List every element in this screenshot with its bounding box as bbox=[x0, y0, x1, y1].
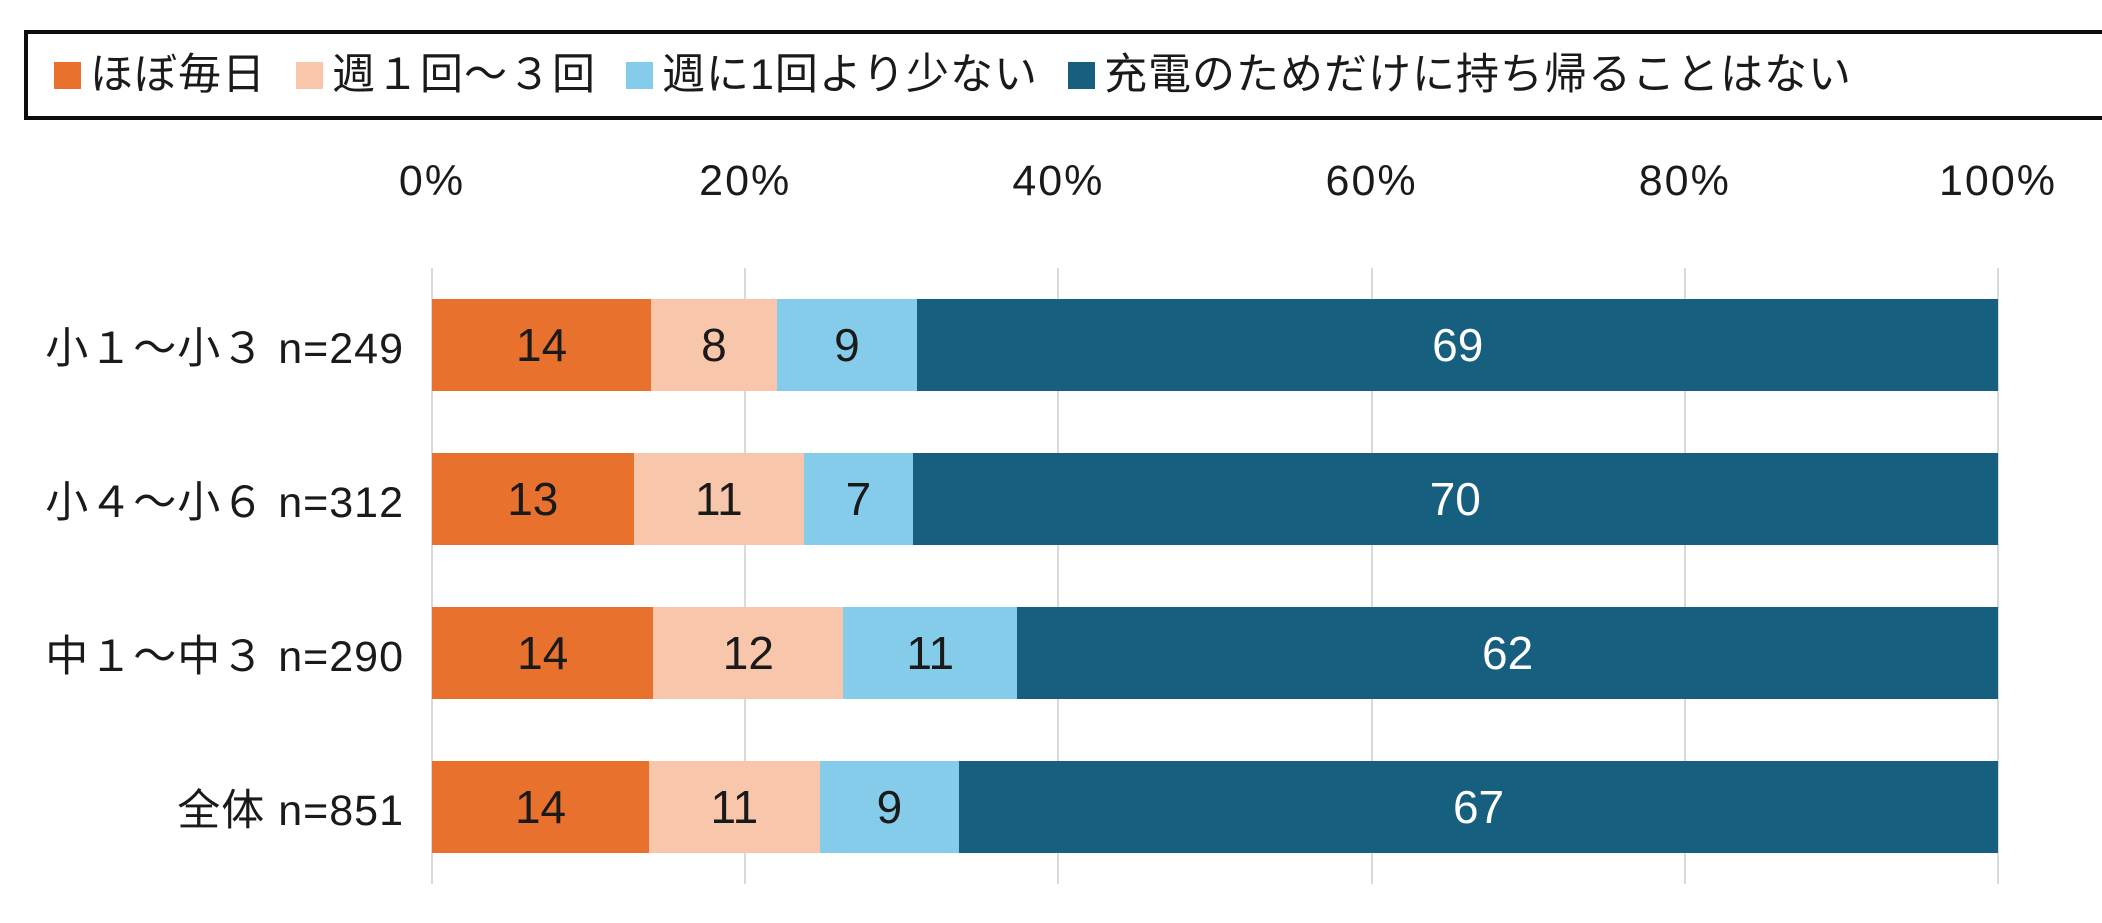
bar-segment: 14 bbox=[432, 761, 650, 853]
axis-tick-label: 20% bbox=[699, 157, 792, 205]
plot-area: 14 8 9 69 13 11 7 70 14 12 11 62 14 11 9 67 bbox=[431, 268, 1999, 884]
data-label: 70 bbox=[1429, 473, 1481, 525]
bar-segment: 11 bbox=[633, 453, 805, 545]
category-label: 全体 n=851 bbox=[177, 787, 404, 835]
legend-item: 充電のためだけに持ち帰ることはない bbox=[1068, 50, 1853, 99]
axis-tick-label: 40% bbox=[1012, 157, 1105, 205]
gridline bbox=[431, 268, 433, 884]
data-label: 11 bbox=[906, 627, 955, 679]
data-label: 11 bbox=[710, 781, 759, 833]
legend-item: ほぼ毎日 bbox=[54, 50, 266, 99]
legend-label: ほぼ毎日 bbox=[90, 50, 266, 99]
bar-row: 13 11 7 70 bbox=[432, 422, 1998, 576]
data-label: 9 bbox=[834, 319, 860, 371]
x-axis: 0% 20% 40% 60% 80% 100% bbox=[399, 157, 2055, 214]
gridline bbox=[1683, 268, 1686, 884]
bar-segment: 12 bbox=[653, 607, 844, 699]
gridline bbox=[744, 268, 747, 884]
legend-item: 週に1回より少ない bbox=[626, 50, 1039, 99]
legend-swatch-icon bbox=[54, 61, 81, 89]
gridline bbox=[1057, 268, 1060, 884]
data-label: 7 bbox=[845, 473, 872, 525]
data-label: 13 bbox=[507, 473, 559, 525]
legend-item: 週１回～３回 bbox=[296, 50, 596, 99]
legend-swatch-icon bbox=[296, 61, 323, 89]
bar-segment: 13 bbox=[432, 453, 634, 545]
bar-segment: 9 bbox=[776, 299, 918, 391]
legend-label: 週に1回より少ない bbox=[662, 50, 1039, 99]
bar-segment: 14 bbox=[432, 607, 654, 699]
legend-label: 週１回～３回 bbox=[332, 50, 596, 99]
data-label: 11 bbox=[694, 473, 743, 525]
data-label: 9 bbox=[876, 781, 903, 833]
data-label: 8 bbox=[701, 319, 727, 371]
gridlines bbox=[431, 268, 1999, 884]
bar-series-container: 14 8 9 69 13 11 7 70 14 12 11 62 14 11 9 67 bbox=[432, 268, 1998, 884]
legend-label: 充電のためだけに持ち帰ることはない bbox=[1104, 50, 1853, 99]
stacked-bar: 14 11 9 67 bbox=[432, 761, 1998, 853]
data-label: 14 bbox=[514, 781, 567, 833]
legend-swatch-icon bbox=[626, 61, 653, 89]
category-label: 小１～小３ n=249 bbox=[45, 325, 404, 373]
axis-tick-label: 80% bbox=[1638, 157, 1731, 205]
bar-segment: 14 bbox=[432, 299, 652, 391]
legend: ほぼ毎日 週１回～３回 週に1回より少ない 充電のためだけに持ち帰ることはない bbox=[24, 30, 2102, 120]
stacked-bar: 13 11 7 70 bbox=[432, 453, 1998, 545]
gridline bbox=[1997, 268, 1999, 884]
bar-segment: 11 bbox=[649, 761, 820, 853]
axis-tick-label: 0% bbox=[398, 157, 466, 205]
legend-swatch-icon bbox=[1068, 61, 1096, 89]
data-label: 67 bbox=[1452, 781, 1505, 833]
bar-segment: 70 bbox=[912, 453, 1998, 545]
category-label: 小４～小６ n=312 bbox=[45, 479, 404, 527]
stacked-bar: 14 12 11 62 bbox=[432, 607, 1998, 699]
data-label: 62 bbox=[1482, 627, 1534, 679]
category-labels: 小１～小３ n=249 小４～小６ n=312 中１～中３ n=290 全体 n=85… bbox=[0, 268, 404, 884]
bar-segment: 7 bbox=[804, 453, 913, 545]
bar-segment: 11 bbox=[843, 607, 1018, 699]
bar-row: 14 12 11 62 bbox=[432, 576, 1998, 730]
bar-segment: 8 bbox=[651, 299, 777, 391]
bar-segment: 62 bbox=[1017, 607, 1998, 699]
bar-row: 14 8 9 69 bbox=[432, 268, 1998, 422]
bar-segment: 69 bbox=[917, 299, 1998, 391]
data-label: 14 bbox=[516, 319, 568, 371]
gridline bbox=[1370, 268, 1373, 884]
axis-tick-label: 100% bbox=[1939, 157, 2057, 205]
category-label: 中１～中３ n=290 bbox=[45, 633, 404, 681]
stacked-bar: 14 8 9 69 bbox=[432, 299, 1998, 391]
data-label: 14 bbox=[517, 627, 569, 679]
bar-row: 14 11 9 67 bbox=[432, 730, 1998, 884]
axis-tick-label: 60% bbox=[1325, 157, 1418, 205]
bar-segment: 67 bbox=[959, 761, 1998, 853]
data-label: 12 bbox=[722, 627, 774, 679]
bar-segment: 9 bbox=[819, 761, 960, 853]
data-label: 69 bbox=[1432, 319, 1484, 371]
